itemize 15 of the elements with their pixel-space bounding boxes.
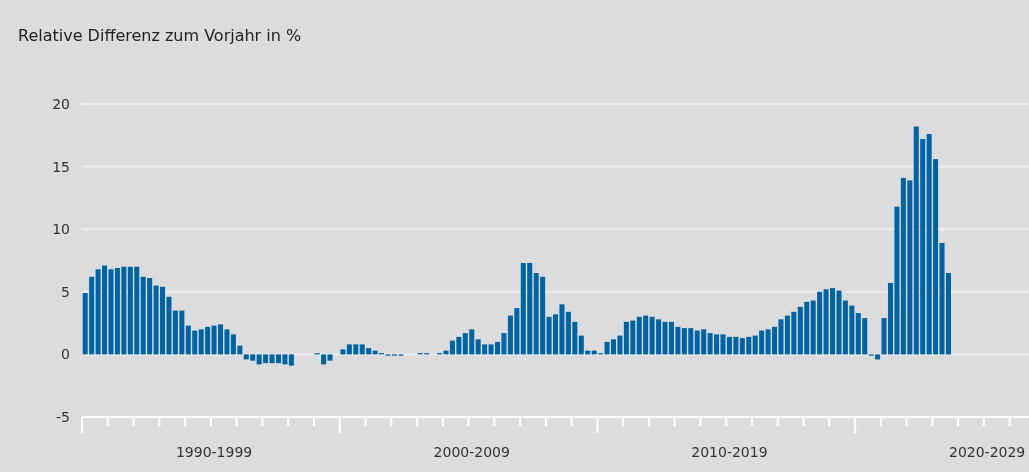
bar [321, 354, 327, 365]
bar [327, 354, 333, 361]
chart-title: Relative Differenz zum Vorjahr in % [18, 26, 302, 45]
x-tick-label: 2010-2019 [691, 444, 768, 460]
y-tick-label: 20 [52, 95, 70, 112]
y-tick-label: 15 [52, 158, 70, 175]
y-tick-label: 10 [52, 221, 70, 238]
y-tick-label: 0 [61, 346, 70, 363]
x-tick-label: 2000-2009 [433, 444, 510, 460]
x-tick-label: 1990-1999 [175, 444, 253, 460]
bar [340, 349, 346, 355]
y-tick-label: 5 [61, 283, 70, 300]
y-tick-label: -5 [56, 408, 70, 425]
x-tick-label: 2020-2029 [948, 444, 1026, 460]
bar [288, 354, 294, 366]
